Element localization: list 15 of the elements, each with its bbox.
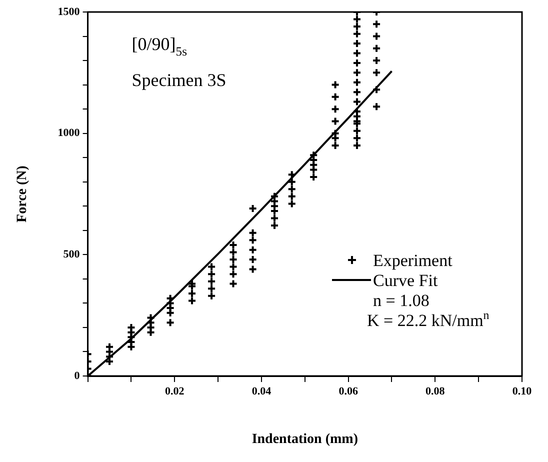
legend-label: Experiment: [373, 251, 453, 270]
x-tick-label: 0.04: [252, 385, 272, 398]
x-tick-label: 0.08: [426, 385, 446, 398]
x-axis-title: Indentation (mm): [252, 432, 358, 448]
x-tick-label: 0.02: [165, 385, 185, 398]
legend-label: Curve Fit: [373, 271, 438, 290]
x-tick-label: 0.06: [338, 385, 358, 398]
annotation: Specimen 3S: [132, 70, 226, 90]
y-tick-label: 1000: [58, 127, 80, 140]
x-tick-label: 0.10: [512, 385, 532, 398]
y-tick-label: 1500: [58, 6, 80, 18]
y-tick-label: 0: [74, 370, 80, 382]
annotation: n = 1.08: [373, 291, 430, 310]
y-axis-title: Force (N): [15, 165, 30, 222]
y-tick-label: 500: [63, 248, 80, 261]
